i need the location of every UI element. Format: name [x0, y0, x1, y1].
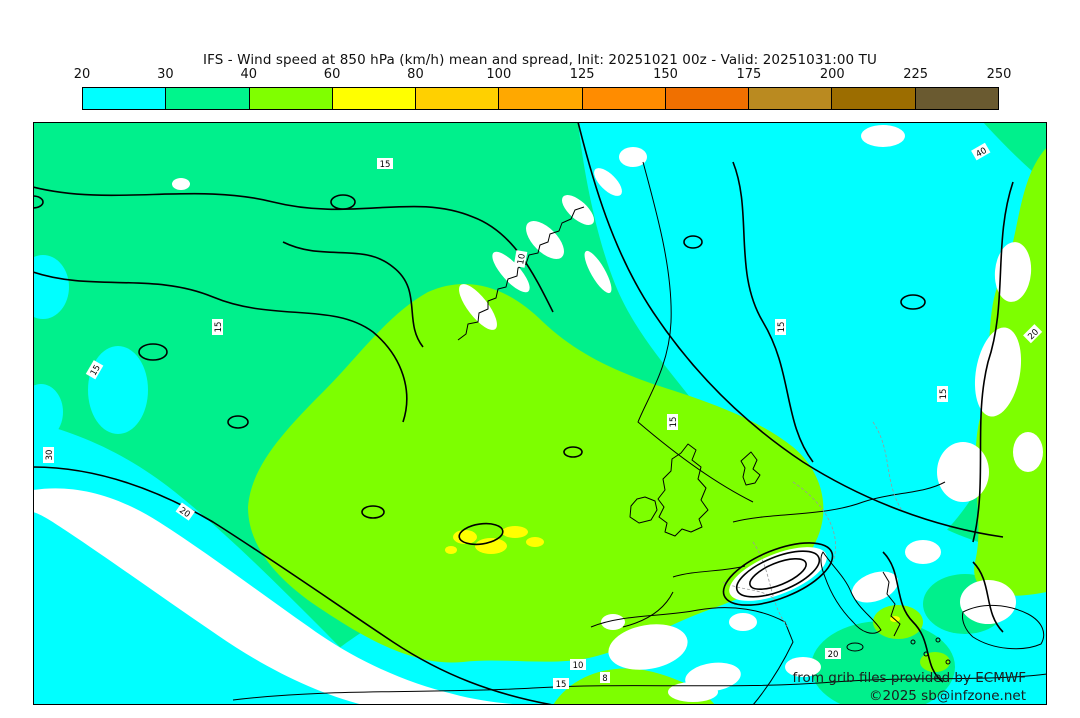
colorbar-tick-80: 80 [407, 67, 424, 82]
contour-label-15: 15 [85, 360, 104, 380]
coastline-ireland [629, 496, 658, 524]
colorbar-ticks: 20 30 40 60 80 100 125 150 175 200 225 250 [74, 67, 1012, 83]
coastline-aegean-island [935, 637, 941, 643]
colorbar [82, 87, 999, 110]
colorbar-cell-20-30 [83, 88, 167, 109]
coastline-baltic-south [732, 481, 946, 523]
contour-label-15: 15 [377, 158, 393, 170]
svg-text:40: 40 [974, 146, 988, 160]
attribution-line1: from grib files provided by ECMWF [793, 670, 1026, 686]
colorbar-cell-175-200 [749, 88, 833, 109]
fill-region-60-80 [445, 526, 900, 622]
coastline-baltic [637, 161, 754, 503]
colorbar-tick-200: 200 [819, 67, 845, 82]
svg-text:8: 8 [602, 674, 607, 684]
coastline-aegean-island [910, 639, 916, 645]
colorbar-tick-30: 30 [157, 67, 174, 82]
svg-text:20: 20 [828, 650, 839, 660]
colorbar-tick-20: 20 [73, 67, 91, 82]
contour-label-15: 15 [937, 386, 949, 402]
colorbar-tick-225: 225 [903, 67, 929, 82]
country-borders [722, 421, 904, 628]
colorbar-tick-250: 250 [986, 67, 1012, 82]
svg-text:15: 15 [89, 363, 103, 377]
colorbar-cell-225-250 [915, 88, 998, 109]
spread-contours [22, 121, 1014, 706]
colorbar-tick-175: 175 [736, 67, 762, 82]
chart-title: IFS - Wind speed at 850 hPa (km/h) mean … [203, 52, 877, 68]
coastline-iberia-north [590, 607, 794, 706]
coastline-north-africa [232, 673, 1048, 701]
colorbar-cell-40-60 [249, 88, 333, 109]
colorbar-tick-60: 60 [323, 67, 341, 82]
coastline-sicily [846, 642, 864, 652]
colorbar-tick-100: 100 [486, 67, 512, 82]
contour-label-15: 15 [553, 678, 569, 690]
colorbar-tick-125: 125 [569, 67, 595, 82]
svg-text:15: 15 [939, 389, 949, 400]
attribution-line2: ©2025 sb@infzone.net [869, 688, 1026, 704]
contour-label-10: 10 [570, 659, 586, 671]
colorbar-cell-100-125 [499, 88, 583, 109]
colorbar-cell-80-100 [416, 88, 500, 109]
contour-label-8: 8 [600, 672, 610, 684]
svg-text:15: 15 [556, 680, 567, 690]
map-border [33, 122, 1047, 705]
coastline-norway [457, 206, 585, 341]
coastline-adriatic-east [882, 571, 901, 637]
contour-label-20: 20 [825, 648, 841, 660]
colorbar-cell-30-40 [166, 88, 250, 109]
coastline-biscay [622, 591, 674, 628]
coastline-black-sea [962, 604, 1045, 650]
svg-text:15: 15 [777, 322, 787, 333]
contour-label-40: 40 [971, 142, 991, 161]
contour-label-15: 15 [212, 319, 224, 335]
contour-label-15: 15 [667, 414, 679, 430]
colorbar-cell-125-150 [582, 88, 666, 109]
coastlines [232, 161, 1048, 706]
colorbar-cell-150-175 [665, 88, 750, 109]
colorbar-tick-150: 150 [653, 67, 678, 82]
contour-label-10: 10 [513, 250, 528, 268]
contour-label-30: 30 [43, 447, 55, 463]
svg-text:15: 15 [669, 417, 679, 428]
coastline-britain [657, 443, 709, 537]
colorbar-cell-200-225 [832, 88, 916, 109]
coastline-aegean-island [945, 659, 951, 665]
contour-label-15: 15 [775, 319, 787, 335]
svg-text:10: 10 [516, 253, 528, 265]
svg-text:10: 10 [573, 661, 584, 671]
svg-text:30: 30 [45, 450, 55, 461]
coastline-channel [672, 565, 746, 578]
svg-text:15: 15 [380, 160, 391, 170]
map-area: 15 30 15 20 15 10 15 15 20 15 10 8 20 40 15 from grib … [17, 121, 1048, 713]
svg-text:15: 15 [214, 322, 224, 333]
colorbar-tick-40: 40 [240, 67, 257, 82]
coastline-denmark [740, 451, 761, 486]
colorbar-cell-60-80 [332, 88, 417, 109]
coastline-italy [820, 551, 882, 634]
